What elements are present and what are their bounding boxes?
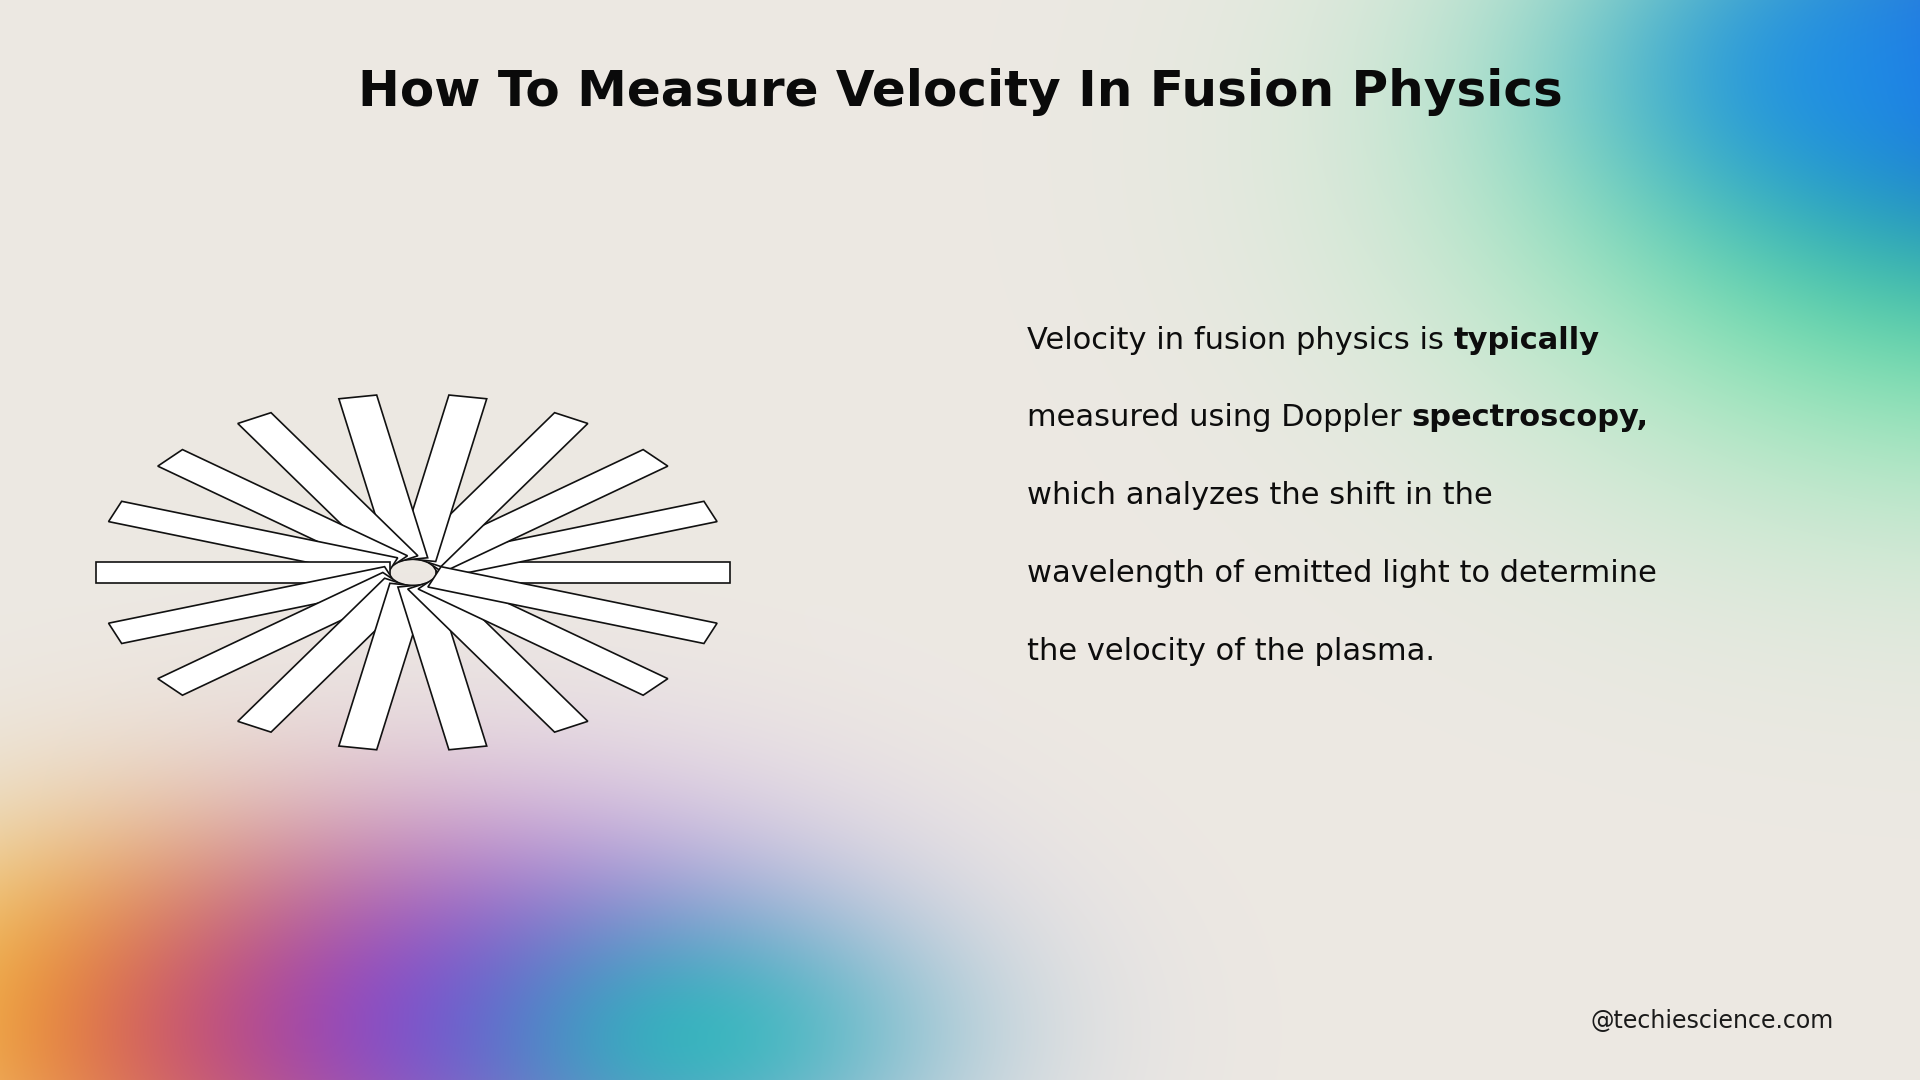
Polygon shape bbox=[96, 562, 390, 583]
Text: measured using Doppler: measured using Doppler bbox=[1027, 404, 1411, 432]
Polygon shape bbox=[238, 578, 419, 732]
Polygon shape bbox=[419, 572, 668, 696]
Polygon shape bbox=[407, 578, 588, 732]
Text: Velocity in fusion physics is: Velocity in fusion physics is bbox=[1027, 326, 1453, 354]
Polygon shape bbox=[157, 572, 407, 696]
Polygon shape bbox=[419, 449, 668, 572]
Polygon shape bbox=[109, 501, 397, 578]
Text: typically: typically bbox=[1453, 326, 1599, 354]
Polygon shape bbox=[238, 413, 419, 567]
Polygon shape bbox=[338, 583, 428, 750]
Text: which analyzes the shift in the: which analyzes the shift in the bbox=[1027, 482, 1494, 510]
Polygon shape bbox=[407, 413, 588, 567]
Text: How To Measure Velocity In Fusion Physics: How To Measure Velocity In Fusion Physic… bbox=[357, 68, 1563, 116]
Polygon shape bbox=[109, 567, 397, 644]
Text: the velocity of the plasma.: the velocity of the plasma. bbox=[1027, 637, 1436, 665]
Text: spectroscopy,: spectroscopy, bbox=[1411, 404, 1649, 432]
Polygon shape bbox=[157, 449, 407, 572]
Text: @techiescience.com: @techiescience.com bbox=[1590, 1009, 1834, 1032]
Polygon shape bbox=[397, 395, 488, 562]
Polygon shape bbox=[436, 562, 730, 583]
Text: wavelength of emitted light to determine: wavelength of emitted light to determine bbox=[1027, 559, 1657, 588]
Polygon shape bbox=[338, 395, 428, 562]
Polygon shape bbox=[428, 501, 716, 578]
Polygon shape bbox=[428, 567, 716, 644]
Polygon shape bbox=[397, 583, 488, 750]
